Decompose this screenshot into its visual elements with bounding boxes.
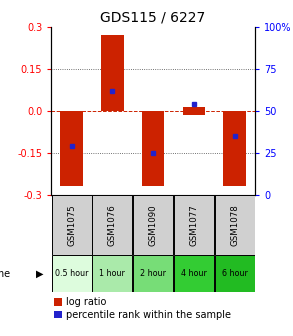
Bar <box>101 35 124 111</box>
Bar <box>142 111 164 186</box>
Text: GSM1077: GSM1077 <box>189 204 198 246</box>
Bar <box>52 255 92 292</box>
Text: 6 hour: 6 hour <box>222 269 248 278</box>
Text: ▶: ▶ <box>36 269 43 279</box>
Text: 2 hour: 2 hour <box>140 269 166 278</box>
Bar <box>92 255 132 292</box>
Bar <box>52 195 92 255</box>
Bar <box>214 255 255 292</box>
Bar <box>183 107 205 115</box>
Bar <box>133 255 173 292</box>
Text: time: time <box>0 269 13 279</box>
Legend: log ratio, percentile rank within the sample: log ratio, percentile rank within the sa… <box>54 297 231 320</box>
Text: GSM1078: GSM1078 <box>230 204 239 246</box>
Bar <box>92 195 132 255</box>
Bar <box>60 111 83 186</box>
Text: 4 hour: 4 hour <box>181 269 207 278</box>
Bar <box>174 255 214 292</box>
Title: GDS115 / 6227: GDS115 / 6227 <box>100 10 206 24</box>
Bar <box>133 195 173 255</box>
Text: 0.5 hour: 0.5 hour <box>55 269 88 278</box>
Text: GSM1090: GSM1090 <box>149 204 158 246</box>
Bar <box>174 195 214 255</box>
Bar <box>214 195 255 255</box>
Bar <box>223 111 246 186</box>
Text: GSM1075: GSM1075 <box>67 204 76 246</box>
Text: 1 hour: 1 hour <box>99 269 125 278</box>
Text: GSM1076: GSM1076 <box>108 204 117 246</box>
